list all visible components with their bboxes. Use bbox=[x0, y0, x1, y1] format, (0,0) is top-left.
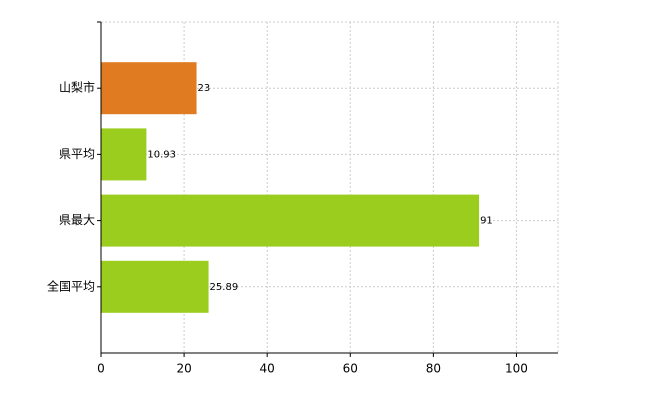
x-tick-label: 0 bbox=[97, 362, 105, 376]
y-tick-label: 山梨市 bbox=[59, 80, 95, 95]
x-tick-label: 40 bbox=[260, 362, 275, 376]
bar bbox=[101, 194, 480, 247]
bar bbox=[101, 128, 147, 181]
y-tick-label: 県平均 bbox=[59, 147, 95, 161]
y-tick-label: 県最大 bbox=[59, 213, 95, 227]
bar bbox=[101, 62, 197, 115]
value-label: 25.89 bbox=[210, 282, 239, 293]
value-label: 91 bbox=[480, 216, 493, 227]
y-tick-label: 全国平均 bbox=[47, 278, 95, 293]
bar bbox=[101, 260, 209, 313]
x-tick-label: 80 bbox=[426, 362, 441, 376]
value-label: 10.93 bbox=[147, 149, 176, 160]
x-tick-label: 60 bbox=[343, 362, 358, 376]
x-tick-label: 20 bbox=[176, 362, 191, 376]
value-label: 23 bbox=[198, 83, 211, 94]
x-tick-label: 100 bbox=[505, 362, 528, 376]
